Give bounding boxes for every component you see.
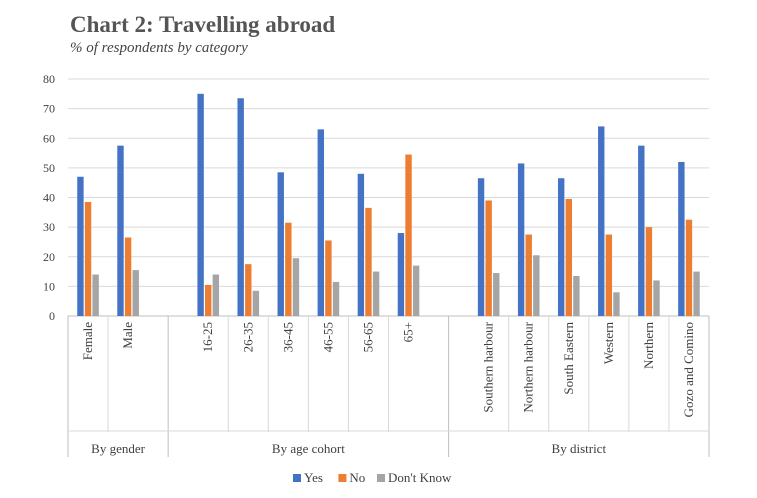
- bar-yes: [517, 163, 525, 316]
- x-tick-label: 46-55: [320, 322, 335, 352]
- y-tick-label: 0: [49, 309, 55, 323]
- bar-don-t-know: [372, 271, 380, 316]
- y-tick-label: 80: [43, 72, 55, 86]
- bar-yes: [117, 145, 124, 316]
- bar-don-t-know: [412, 265, 420, 316]
- bar-don-t-know: [292, 258, 300, 316]
- y-tick-label: 10: [43, 279, 55, 293]
- bar-yes: [197, 93, 204, 316]
- bar-no: [485, 200, 492, 316]
- bar-no: [285, 222, 292, 316]
- legend-swatch: [293, 474, 301, 482]
- bar-don-t-know: [573, 276, 580, 316]
- legend-swatch: [338, 474, 347, 482]
- bar-don-t-know: [332, 281, 340, 316]
- bar-yes: [357, 173, 365, 316]
- bar-no: [325, 240, 332, 316]
- group-label: By district: [552, 441, 607, 456]
- bar-yes: [397, 233, 405, 316]
- bar-no: [205, 284, 212, 316]
- bar-don-t-know: [493, 273, 500, 316]
- bar-don-t-know: [533, 255, 540, 316]
- x-tick-label: Female: [80, 322, 95, 360]
- legend-label: Don't Know: [388, 470, 452, 485]
- bar-yes: [557, 178, 565, 316]
- legend-label: No: [349, 470, 365, 485]
- x-tick-label: Northern harbour: [521, 321, 536, 412]
- group-label: By gender: [91, 441, 145, 456]
- x-tick-label: 65+: [401, 322, 416, 342]
- x-tick-label: Western: [601, 322, 616, 365]
- bar-yes: [678, 161, 685, 316]
- y-tick-label: 70: [43, 102, 55, 116]
- bar-yes: [237, 98, 244, 316]
- bar-no: [365, 207, 372, 316]
- bar-yes: [477, 178, 485, 316]
- bar-don-t-know: [653, 280, 660, 316]
- bar-no: [685, 219, 693, 316]
- y-tick-label: 30: [43, 220, 55, 234]
- x-tick-label: 26-35: [240, 322, 255, 352]
- bar-yes: [77, 176, 84, 316]
- y-tick-label: 40: [43, 191, 55, 205]
- y-tick-label: 50: [43, 161, 55, 175]
- bar-don-t-know: [132, 270, 139, 316]
- legend-swatch: [377, 474, 385, 482]
- chart-title: Chart 2: Travelling abroad: [70, 12, 336, 37]
- bar-yes: [638, 145, 645, 316]
- bar-don-t-know: [92, 274, 99, 316]
- bar-yes: [598, 126, 605, 317]
- bar-yes: [317, 129, 325, 316]
- bar-no: [124, 237, 132, 316]
- x-tick-label: South Eastern: [561, 322, 576, 395]
- x-tick-label: Northern: [641, 322, 656, 369]
- bar-no: [605, 234, 613, 316]
- y-tick-label: 20: [43, 250, 55, 264]
- bar-don-t-know: [252, 290, 260, 316]
- bar-no: [565, 198, 572, 316]
- x-tick-label: Gozo and Comino: [681, 322, 696, 417]
- y-tick-label: 60: [43, 131, 55, 145]
- bar-no: [525, 234, 532, 316]
- bar-yes: [277, 172, 284, 316]
- x-tick-label: 36-45: [280, 322, 295, 352]
- x-tick-label: Southern harbour: [481, 321, 496, 412]
- chart-subtitle: % of respondents by category: [70, 40, 248, 56]
- bar-don-t-know: [212, 274, 220, 316]
- bar-no: [245, 264, 252, 316]
- bar-no: [84, 201, 92, 316]
- x-tick-label: 56-65: [360, 322, 375, 352]
- bar-no: [405, 154, 412, 316]
- bar-don-t-know: [613, 292, 620, 316]
- group-label: By age cohort: [272, 441, 345, 456]
- bar-don-t-know: [693, 271, 700, 316]
- x-tick-label: 16-25: [200, 322, 215, 352]
- bar-no: [645, 227, 653, 316]
- legend-label: Yes: [304, 470, 323, 485]
- x-tick-label: Male: [120, 322, 135, 349]
